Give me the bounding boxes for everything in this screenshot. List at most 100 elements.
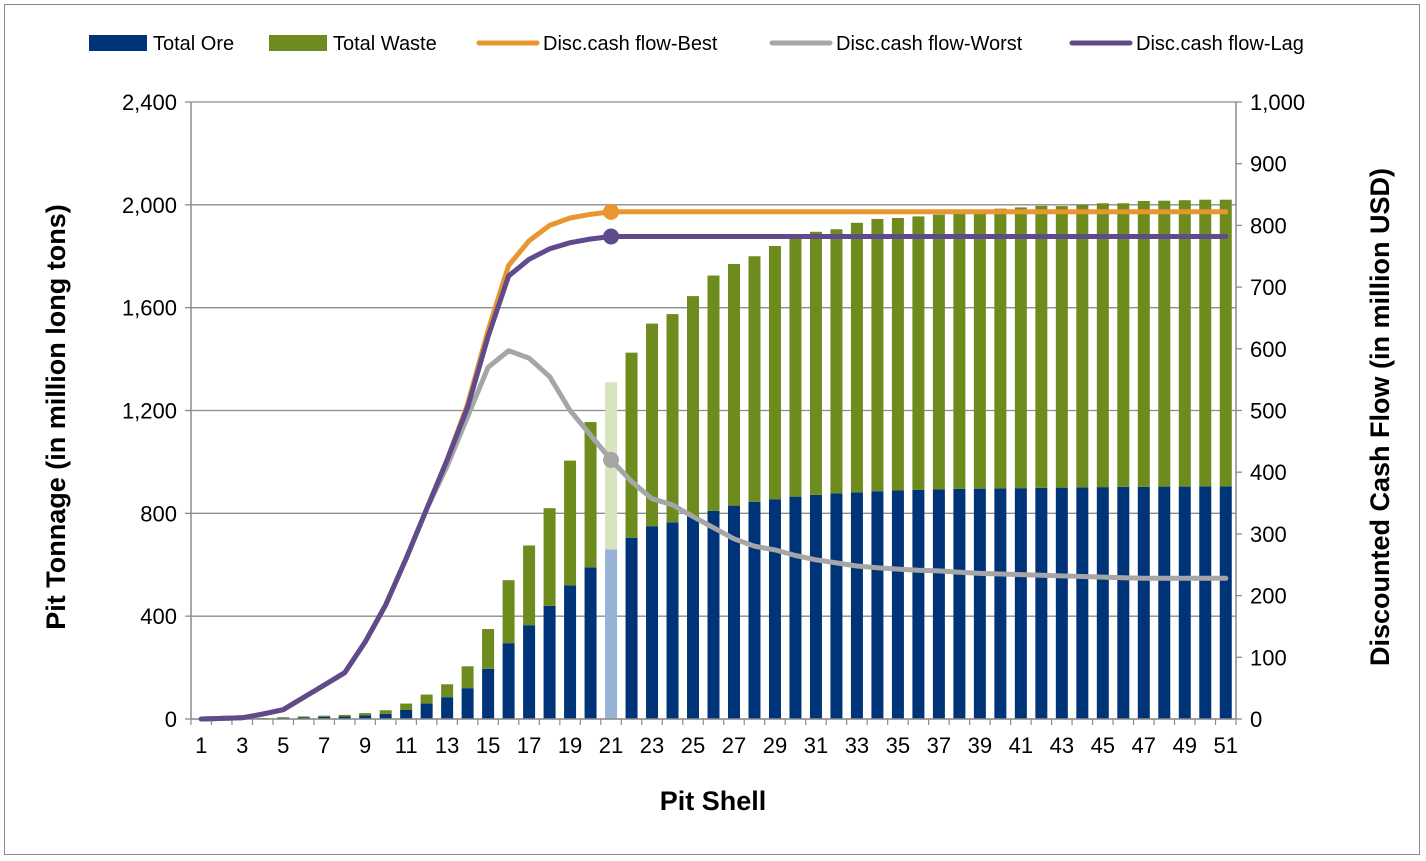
total-waste-bar — [1035, 205, 1048, 488]
total-ore-bar — [625, 537, 638, 719]
total-ore-bar — [400, 710, 413, 719]
disc-cash-flow-lagline — [198, 234, 1229, 722]
line-series — [198, 203, 1229, 722]
total-waste-bar — [625, 352, 638, 538]
total-ore-bar — [420, 703, 433, 719]
total-waste-bar — [789, 235, 802, 497]
total-ore-bar — [912, 489, 925, 719]
y2-tick-label: 1,000 — [1250, 90, 1305, 115]
total-ore-bar — [523, 625, 536, 719]
y2-tick-label: 200 — [1250, 584, 1287, 609]
total-ore-bar — [359, 715, 372, 719]
x-tick-label: 19 — [558, 733, 582, 758]
total-waste-bar — [441, 684, 454, 698]
x-tick-label: 3 — [236, 733, 248, 758]
total-waste-legend-label: Total Waste — [333, 33, 437, 55]
chart-frame: 0 400 800 1,200 1,600 2,000 2,400 0 100 200 300 40… — [4, 4, 1420, 855]
total-ore-bar — [973, 488, 986, 719]
total-waste-bar — [277, 717, 290, 718]
total-ore-bar — [727, 505, 740, 719]
disc-cash-flow-worstmarker — [603, 451, 620, 468]
total-waste-bar — [748, 256, 761, 502]
x-tick-label: 47 — [1132, 733, 1156, 758]
y-tick-label: 400 — [140, 604, 177, 629]
total-waste-bar — [932, 214, 945, 490]
total-waste-bar — [850, 222, 863, 493]
total-ore-bar — [932, 489, 945, 719]
disc-cash-flow-best-legend-label: Disc.cash flow-Best — [543, 33, 718, 55]
total-ore-legend-label: Total Ore — [153, 33, 234, 55]
total-ore-bar — [1158, 486, 1171, 719]
x-tick-label: 33 — [845, 733, 869, 758]
x-tick-label: 9 — [359, 733, 371, 758]
x-tick-label: 11 — [395, 733, 418, 758]
total-ore-bar — [687, 515, 700, 719]
y2-axis-ticks: 0 100 200 300 400 500 600 700 800 900 1,000 — [1250, 90, 1305, 732]
y-tick-label: 0 — [165, 707, 177, 732]
x-tick-label: 51 — [1214, 733, 1238, 758]
total-waste-bar — [809, 231, 822, 495]
x-tick-label: 17 — [517, 733, 541, 758]
total-waste-bar — [666, 314, 679, 523]
total-ore-bar — [461, 688, 474, 719]
total-waste-bar — [400, 703, 413, 711]
total-waste-bar — [707, 275, 720, 511]
total-waste-bar — [523, 545, 536, 626]
x-tick-label: 41 — [1009, 733, 1033, 758]
total-ore-bar — [830, 493, 843, 719]
total-waste-bar — [1178, 200, 1191, 487]
total-waste-bar — [1137, 200, 1150, 487]
x-tick-label: 35 — [886, 733, 910, 758]
x-tick-label: 15 — [476, 733, 500, 758]
total-ore-bar — [768, 499, 781, 719]
total-ore-bar — [953, 488, 966, 719]
total-waste-bar — [830, 229, 843, 494]
total-waste-bar — [420, 694, 433, 704]
total-ore-bar — [1096, 487, 1109, 719]
total-ore-bar — [584, 567, 597, 719]
total-waste-bar — [1117, 203, 1130, 487]
total-waste-bar — [912, 216, 925, 490]
total-ore-bar — [646, 526, 659, 719]
y-tick-label: 800 — [140, 501, 177, 526]
total-waste-bar — [1076, 204, 1089, 488]
x-tick-label: 43 — [1050, 733, 1074, 758]
total-ore-bar — [871, 491, 884, 719]
total-ore-bar — [1199, 486, 1212, 719]
total-waste-bar — [646, 323, 659, 527]
x-tick-label: 5 — [277, 733, 289, 758]
y2-axis-title: Discounted Cash Flow (in million USD) — [1365, 168, 1395, 666]
total-ore-bar — [707, 510, 720, 719]
y-tick-label: 1,600 — [122, 296, 177, 321]
total-waste-bar — [1096, 203, 1109, 488]
total-waste-bar — [502, 580, 515, 644]
total-waste-bar — [379, 710, 392, 714]
total-waste-bar — [482, 629, 495, 669]
total-waste-bar — [891, 217, 904, 491]
x-tick-label: 39 — [968, 733, 992, 758]
total-waste-bar — [768, 245, 781, 500]
y-axis-title: Pit Tonnage (in million long tons) — [41, 204, 71, 629]
total-ore-bar — [850, 492, 863, 719]
total-waste-bar — [994, 208, 1007, 489]
legend: Total Ore Total Waste Disc.cash flow-Best D… — [89, 33, 1304, 55]
y-axis-ticks: 0 400 800 1,200 1,600 2,000 2,400 — [122, 90, 177, 732]
total-waste-bar — [338, 714, 351, 717]
y-tick-label: 2,000 — [122, 193, 177, 218]
x-tick-label: 27 — [722, 733, 746, 758]
total-waste-bar — [318, 715, 331, 717]
total-waste-bar — [871, 218, 884, 492]
y2-tick-label: 700 — [1250, 275, 1287, 300]
x-tick-label: 31 — [804, 733, 828, 758]
axes — [185, 101, 1242, 725]
total-ore-bar — [564, 585, 577, 719]
total-waste-legend-swatch — [269, 35, 327, 51]
disc-cash-flow-lag-legend-label: Disc.cash flow-Lag — [1136, 33, 1304, 55]
bar-series — [215, 199, 1232, 719]
x-axis-ticks: 1 3 5 7 9 11 13 15 17 19 21 23 25 27 29 31 33 35 37 39 41 43 4… — [195, 733, 1238, 758]
total-ore-bar — [297, 717, 310, 719]
total-ore-legend-swatch — [89, 35, 147, 51]
total-ore-bar — [1014, 488, 1027, 719]
total-ore-bar — [318, 716, 331, 719]
x-axis-title: Pit Shell — [660, 786, 767, 816]
